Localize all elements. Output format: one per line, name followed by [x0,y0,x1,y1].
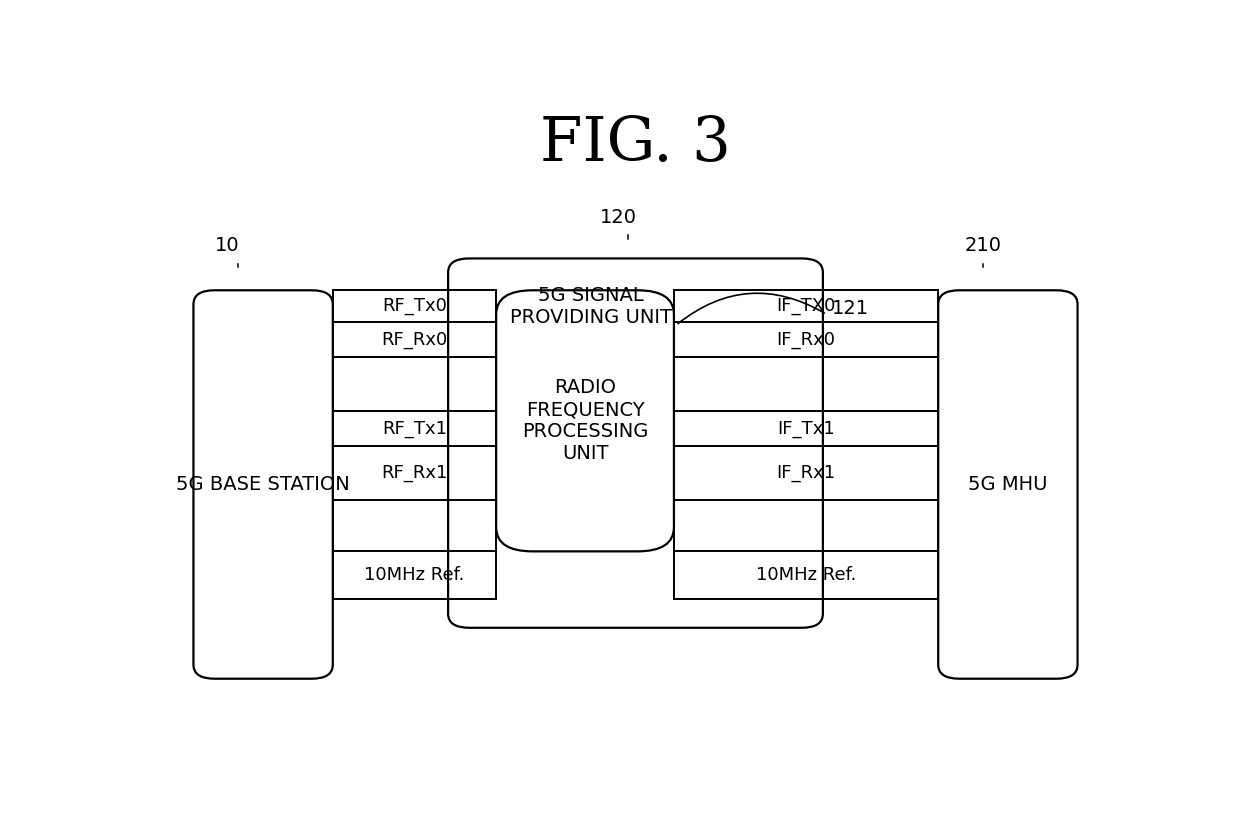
Text: IF_Rx1: IF_Rx1 [776,464,836,482]
Text: FIG. 3: FIG. 3 [541,114,730,174]
Text: 210: 210 [965,237,1002,256]
Text: RF_Tx0: RF_Tx0 [382,297,446,315]
Text: IF_Tx1: IF_Tx1 [777,420,835,437]
Text: 5G BASE STATION: 5G BASE STATION [176,475,350,494]
Text: 5G SIGNAL
PROVIDING UNIT: 5G SIGNAL PROVIDING UNIT [510,285,672,327]
Text: 5G MHU: 5G MHU [968,475,1048,494]
Text: 10MHz Ref.: 10MHz Ref. [365,566,465,584]
FancyBboxPatch shape [448,258,823,628]
Text: RF_Rx0: RF_Rx0 [382,331,448,349]
FancyBboxPatch shape [496,290,675,552]
FancyBboxPatch shape [939,290,1078,679]
FancyBboxPatch shape [193,290,332,679]
Text: 10: 10 [215,237,239,256]
Text: RF_Tx1: RF_Tx1 [382,420,446,437]
Text: IF_TX0: IF_TX0 [776,297,836,315]
Text: 120: 120 [600,208,636,227]
Text: RF_Rx1: RF_Rx1 [381,464,448,482]
Text: IF_Rx0: IF_Rx0 [776,331,836,349]
Text: RADIO
FREQUENCY
PROCESSING
UNIT: RADIO FREQUENCY PROCESSING UNIT [522,378,649,463]
Text: 10MHz Ref.: 10MHz Ref. [756,566,857,584]
Text: 121: 121 [832,299,869,318]
